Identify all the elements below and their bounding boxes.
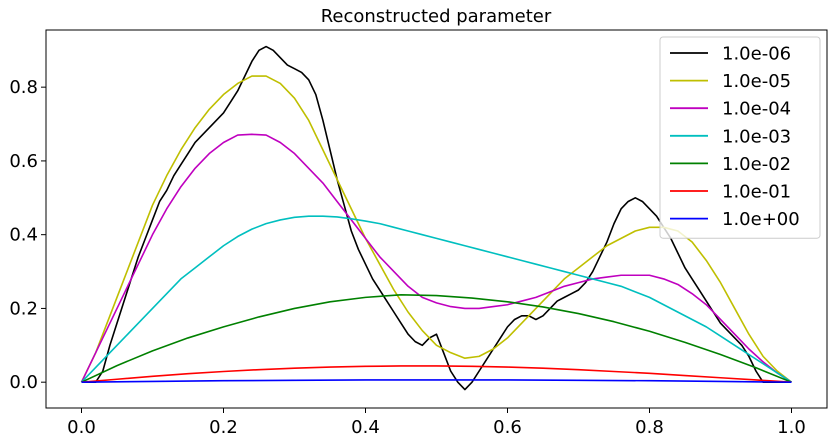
series-line-5 [81,365,792,383]
plot-frame [45,29,828,409]
chart-title: Reconstructed parameter [321,6,552,27]
x-tick-label: 0.6 [493,417,522,438]
series-line-2 [80,133,792,383]
series-line-3 [80,215,792,383]
legend-label-2: 1.0e-04 [722,99,791,120]
legend-label-3: 1.0e-03 [722,126,791,147]
series-line-0 [81,45,792,391]
legend-label-4: 1.0e-02 [722,154,791,175]
legend-label-0: 1.0e-06 [722,44,791,65]
y-tick-label: 0.8 [9,77,38,98]
x-tick-label: 0.0 [67,417,96,438]
x-tick-label: 0.4 [351,417,380,438]
legend-label-5: 1.0e-01 [722,182,791,203]
legend: 1.0e-06 1.0e-05 1.0e-04 1.0e-03 1.0e-02 1.0e-… [659,36,821,239]
series-line-4 [81,293,792,383]
x-tick-label: 0.2 [209,417,238,438]
legend-label-6: 1.0e+00 [722,209,800,230]
y-axis: 0.0 0.2 0.4 0.6 0.8 [9,77,46,393]
x-axis: 0.0 0.2 0.4 0.6 0.8 1.0 [67,408,806,438]
y-tick-label: 0.0 [9,372,38,393]
series-line-6 [81,379,792,383]
x-tick-label: 1.0 [777,417,806,438]
legend-box [659,36,821,239]
y-tick-label: 0.4 [9,225,38,246]
y-tick-label: 0.6 [9,151,38,172]
legend-label-1: 1.0e-05 [722,71,791,92]
y-tick-label: 0.2 [9,298,38,319]
x-tick-label: 0.8 [635,417,664,438]
